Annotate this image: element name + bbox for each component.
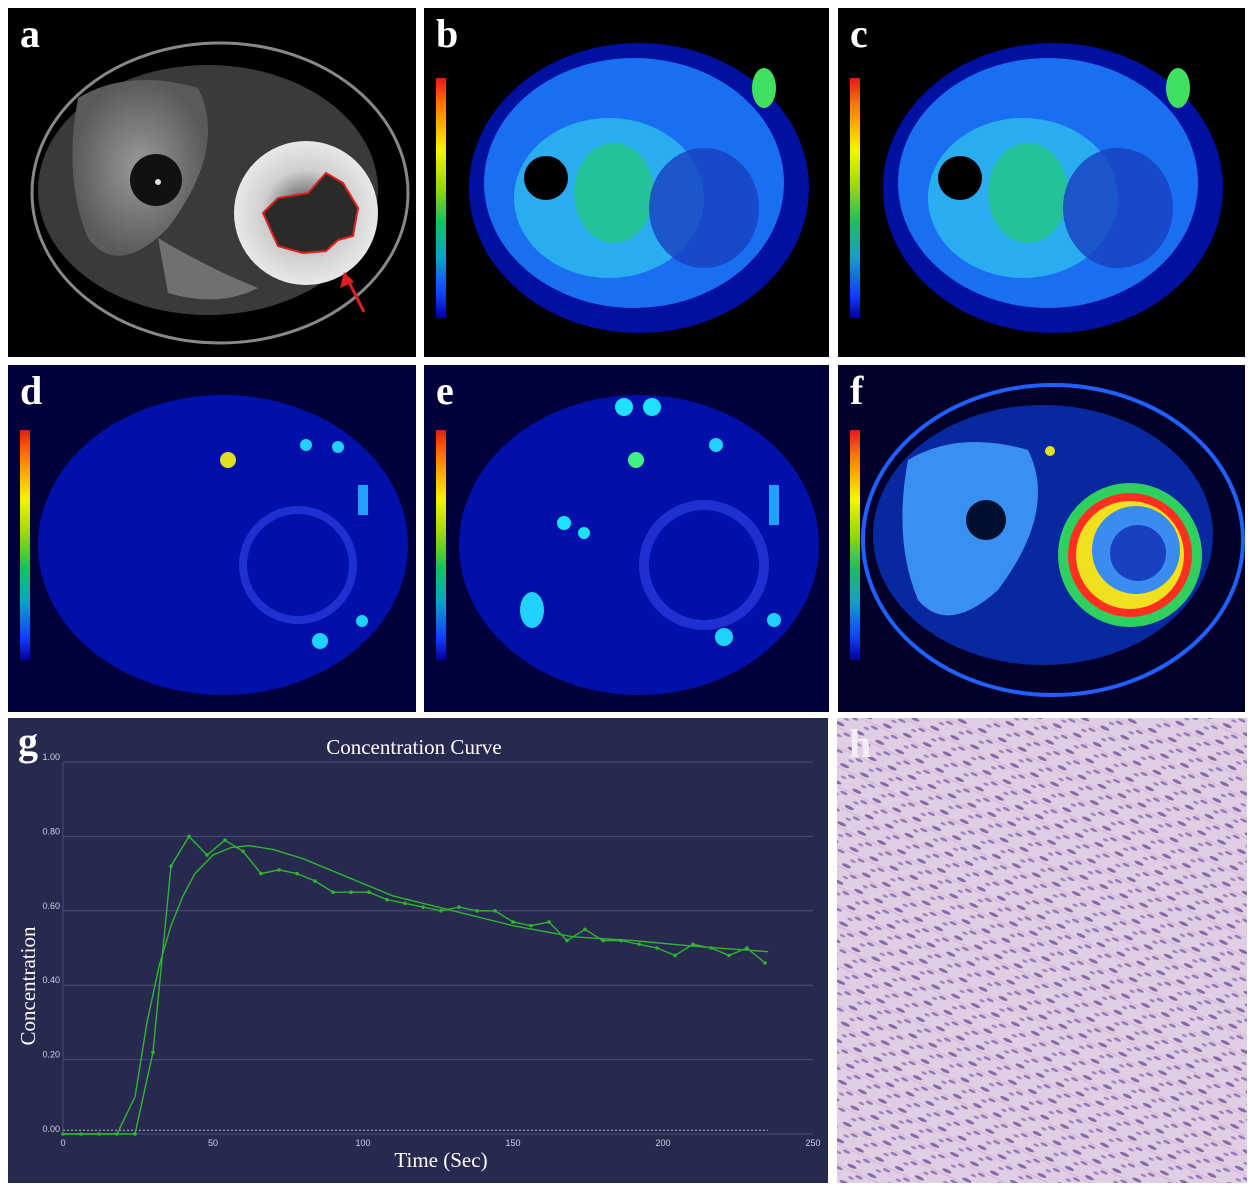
- panel-h-histology-image: h: [837, 718, 1247, 1183]
- data-point: [277, 868, 281, 872]
- panel-e-perfusion-map: e: [424, 365, 829, 712]
- data-point: [673, 953, 677, 958]
- panel-f-fused-perfusion-map: f: [838, 365, 1245, 712]
- color-scale-bar: [436, 430, 446, 660]
- histology-stain-image: [837, 718, 1247, 1183]
- y-tick-label: 0.40: [42, 975, 60, 985]
- data-point: [583, 927, 587, 932]
- data-point: [295, 871, 299, 876]
- panel-label: c: [850, 11, 868, 56]
- color-scale-bar: [850, 78, 860, 318]
- data-point: [763, 961, 767, 965]
- color-scale-bar: [20, 430, 30, 660]
- data-point: [547, 920, 551, 924]
- data-point: [439, 909, 443, 913]
- data-point: [205, 853, 209, 857]
- panel-label: e: [436, 368, 454, 413]
- data-point: [151, 1050, 155, 1054]
- y-tick-label: 0.80: [42, 826, 60, 836]
- data-point: [421, 905, 425, 909]
- perfusion-map-image: [8, 365, 416, 712]
- panel-a-t1-contrast-image: a: [8, 8, 416, 357]
- panel-label: d: [20, 368, 43, 413]
- color-scale-bar: [436, 78, 446, 318]
- perfusion-map-image: [883, 43, 1223, 333]
- x-axis-label: Time (Sec): [394, 1148, 487, 1172]
- data-point: [241, 849, 245, 854]
- fitted-series-line: [63, 844, 769, 1135]
- y-tick-label: 0.20: [42, 1050, 60, 1060]
- data-point: [403, 901, 407, 906]
- data-point: [349, 890, 353, 894]
- panel-label: h: [849, 721, 872, 766]
- chart-title: Concentration Curve: [326, 735, 502, 759]
- y-axis-ticks: 0.00 0.20 0.40 0.60 0.80 1.00: [42, 752, 60, 1134]
- measured-series-line: [63, 835, 766, 1135]
- y-tick-label: 0.60: [42, 901, 60, 911]
- y-tick-label: 0.00: [42, 1124, 60, 1134]
- data-point: [367, 890, 371, 894]
- concentration-chart: Concentration Curve 0.00 0.20 0.40 0.60 0.80…: [16, 735, 821, 1172]
- data-point: [655, 946, 659, 950]
- data-point: [313, 879, 317, 883]
- data-point: [745, 946, 749, 950]
- panel-b-perfusion-map: b: [424, 8, 829, 357]
- x-tick-label: 0: [60, 1138, 65, 1148]
- x-tick-label: 100: [355, 1138, 370, 1148]
- panel-d-perfusion-map: d: [8, 365, 416, 712]
- panel-label: b: [436, 11, 459, 56]
- data-point: [331, 890, 335, 894]
- chart-grid: [62, 761, 813, 1135]
- y-axis-label: Concentration: [16, 926, 40, 1045]
- data-point: [223, 838, 227, 842]
- x-tick-label: 200: [655, 1138, 670, 1148]
- chart-series: [61, 834, 769, 1136]
- data-point: [385, 897, 389, 902]
- data-point: [133, 1132, 137, 1136]
- x-tick-label: 50: [208, 1138, 218, 1148]
- data-point: [457, 905, 461, 909]
- panel-label: f: [850, 368, 864, 413]
- mri-axial-thigh-image: [30, 41, 410, 345]
- data-point: [169, 864, 173, 868]
- data-point: [475, 909, 479, 913]
- perfusion-map-image: [469, 43, 809, 333]
- panel-c-perfusion-map: c: [838, 8, 1245, 357]
- data-point: [529, 923, 533, 928]
- color-scale-bar: [850, 430, 860, 660]
- data-point: [637, 942, 641, 947]
- data-point: [601, 938, 605, 943]
- x-tick-label: 250: [805, 1138, 820, 1148]
- panel-label: a: [20, 11, 40, 56]
- x-tick-label: 150: [505, 1138, 520, 1148]
- data-point: [493, 909, 497, 913]
- panel-g-concentration-curve: Concentration Curve 0.00 0.20 0.40 0.60 0.80…: [8, 718, 828, 1183]
- red-arrow-icon: [346, 279, 366, 313]
- tumor-outline: [261, 171, 360, 255]
- data-point: [727, 953, 731, 958]
- x-axis-ticks: 0 50 100 150 200 250: [60, 1138, 820, 1148]
- perfusion-map-image: [424, 365, 829, 712]
- panel-label: g: [18, 719, 38, 764]
- data-point: [187, 834, 191, 839]
- y-tick-label: 1.00: [42, 752, 60, 762]
- data-point: [691, 942, 695, 947]
- data-point: [511, 920, 515, 924]
- data-point: [259, 871, 263, 876]
- data-point: [565, 938, 569, 943]
- fused-color-map-image: [838, 365, 1245, 712]
